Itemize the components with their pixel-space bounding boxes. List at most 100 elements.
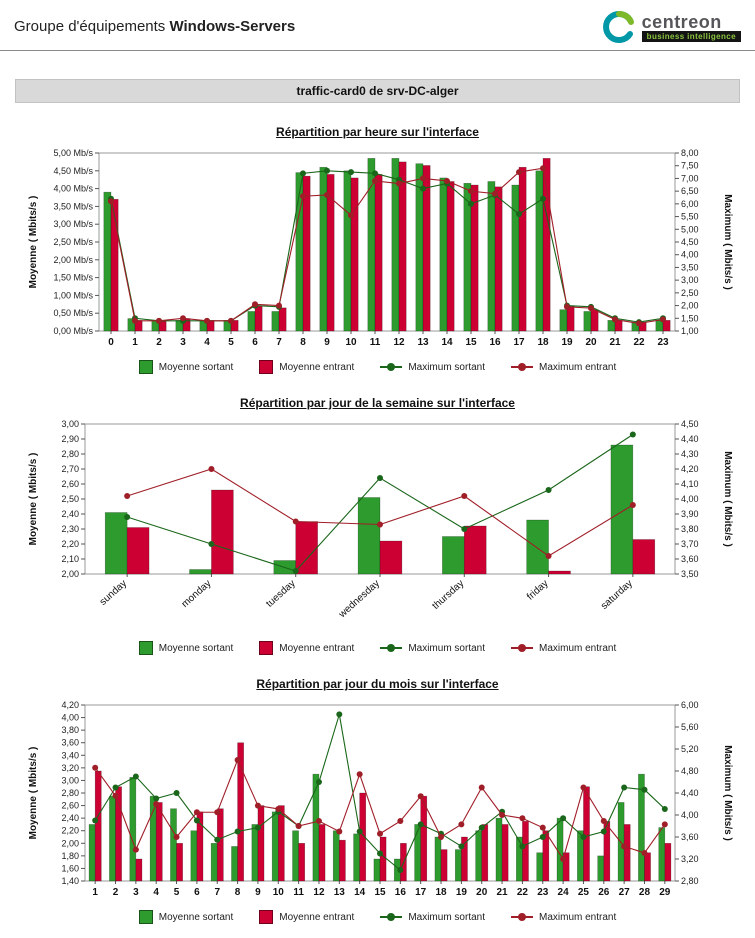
svg-text:0: 0 <box>108 337 114 348</box>
svg-text:14: 14 <box>354 887 366 898</box>
svg-text:2,50: 2,50 <box>681 288 699 298</box>
svg-text:0,50 Mb/s: 0,50 Mb/s <box>53 308 93 318</box>
brand-logo: centreon business intelligence <box>602 10 741 44</box>
maximum-sortant-line-icon <box>380 644 403 652</box>
svg-text:Maximum ( Mbits/s ): Maximum ( Mbits/s ) <box>722 451 733 547</box>
svg-text:Moyenne ( Mbits/s ): Moyenne ( Mbits/s ) <box>28 453 39 546</box>
svg-text:17: 17 <box>415 887 427 898</box>
svg-text:8: 8 <box>234 887 240 898</box>
legend-item-moyenne-sortant: Moyenne sortant <box>138 641 234 655</box>
svg-text:3,00: 3,00 <box>61 419 79 429</box>
svg-text:1,40: 1,40 <box>61 876 79 886</box>
svg-text:2,80: 2,80 <box>681 876 699 886</box>
svg-text:2,00: 2,00 <box>681 301 699 311</box>
svg-text:17: 17 <box>513 337 525 348</box>
svg-text:10: 10 <box>345 337 357 348</box>
weekday-chart-title: Répartition par jour de la semaine sur l… <box>240 396 515 410</box>
svg-text:Moyenne ( Mbits/s ): Moyenne ( Mbits/s ) <box>28 196 39 289</box>
svg-text:saturday: saturday <box>598 578 634 612</box>
svg-text:9: 9 <box>324 337 330 348</box>
svg-text:6,50: 6,50 <box>681 186 699 196</box>
legend-item-moyenne-sortant: Moyenne sortant <box>138 360 234 374</box>
svg-text:wednesday: wednesday <box>336 578 382 621</box>
svg-text:2,90: 2,90 <box>61 434 79 444</box>
svg-text:23: 23 <box>657 337 669 348</box>
svg-text:27: 27 <box>618 887 630 898</box>
legend-label: Moyenne sortant <box>158 361 234 373</box>
svg-text:1,60: 1,60 <box>61 863 79 873</box>
legend-label: Maximum sortant <box>408 642 485 654</box>
svg-text:1,00 Mb/s: 1,00 Mb/s <box>53 290 93 300</box>
svg-text:3,40: 3,40 <box>61 750 79 760</box>
report-title-bar: traffic-card0 de srv-DC-alger <box>15 79 740 103</box>
svg-text:2,50: 2,50 <box>61 494 79 504</box>
svg-text:4,20: 4,20 <box>681 464 699 474</box>
svg-text:2,60: 2,60 <box>61 801 79 811</box>
svg-text:thursday: thursday <box>430 578 466 612</box>
svg-text:2,40: 2,40 <box>61 813 79 823</box>
svg-text:18: 18 <box>435 887 447 898</box>
svg-text:3,80: 3,80 <box>61 725 79 735</box>
svg-text:13: 13 <box>417 337 429 348</box>
brand-name: centreon <box>641 11 722 32</box>
maximum-sortant-line-icon <box>380 363 403 371</box>
moyenne-sortant-swatch-icon <box>138 360 153 374</box>
svg-text:Maximum ( Mbits/s ): Maximum ( Mbits/s ) <box>722 745 733 841</box>
legend-item-maximum-sortant: Maximum sortant <box>380 912 485 923</box>
svg-text:3: 3 <box>133 887 139 898</box>
svg-text:14: 14 <box>441 337 453 348</box>
moyenne-sortant-swatch-icon <box>138 641 153 655</box>
svg-text:2,30: 2,30 <box>61 524 79 534</box>
svg-text:11: 11 <box>369 337 380 348</box>
svg-text:2: 2 <box>156 337 162 348</box>
svg-text:4,10: 4,10 <box>681 479 699 489</box>
legend-label: Moyenne sortant <box>158 911 234 923</box>
svg-text:2,70: 2,70 <box>61 464 79 474</box>
svg-text:7: 7 <box>276 337 282 348</box>
svg-text:5,50: 5,50 <box>681 212 699 222</box>
group-label: Groupe d'équipements <box>14 18 166 35</box>
chart-section-weekday: Répartition par jour de la semaine sur l… <box>0 396 755 655</box>
svg-text:monday: monday <box>179 578 213 610</box>
moyenne-sortant-swatch-icon <box>138 910 153 924</box>
monthday-chart-title: Répartition par jour du mois sur l'inter… <box>256 677 499 691</box>
svg-text:3,50: 3,50 <box>681 569 699 579</box>
header: Groupe d'équipements Windows-Servers cen… <box>0 0 755 48</box>
svg-text:2,80: 2,80 <box>61 788 79 798</box>
svg-text:2,00: 2,00 <box>61 838 79 848</box>
legend-label: Moyenne sortant <box>158 642 234 654</box>
svg-text:2,80: 2,80 <box>61 449 79 459</box>
legend-item-moyenne-sortant: Moyenne sortant <box>138 910 234 924</box>
svg-text:4: 4 <box>153 887 159 898</box>
monthday-chart-legend: Moyenne sortant Moyenne entrant Maximum … <box>0 910 755 924</box>
svg-text:3,60: 3,60 <box>61 738 79 748</box>
svg-text:5,60: 5,60 <box>681 722 699 732</box>
svg-text:3,60: 3,60 <box>681 832 699 842</box>
svg-text:19: 19 <box>561 337 573 348</box>
svg-text:28: 28 <box>638 887 650 898</box>
svg-text:Maximum ( Mbits/s ): Maximum ( Mbits/s ) <box>722 194 733 290</box>
svg-text:2,00: 2,00 <box>61 569 79 579</box>
maximum-sortant-line-icon <box>380 913 403 921</box>
svg-text:20: 20 <box>476 887 488 898</box>
svg-text:2,40: 2,40 <box>61 509 79 519</box>
brand-text: centreon business intelligence <box>641 11 741 42</box>
svg-text:sunday: sunday <box>97 578 128 608</box>
svg-text:2,60: 2,60 <box>61 479 79 489</box>
svg-text:1: 1 <box>132 337 138 348</box>
svg-text:4,00: 4,00 <box>681 810 699 820</box>
legend-label: Moyenne entrant <box>279 911 355 923</box>
legend-item-maximum-sortant: Maximum sortant <box>380 362 485 373</box>
svg-text:8,00: 8,00 <box>681 148 699 158</box>
maximum-entrant-line-icon <box>511 644 533 652</box>
svg-text:16: 16 <box>489 337 501 348</box>
svg-text:18: 18 <box>537 337 549 348</box>
chart-section-hourly: Répartition par heure sur l'interface 0,… <box>0 125 755 374</box>
svg-text:3,60: 3,60 <box>681 554 699 564</box>
moyenne-entrant-swatch-icon <box>259 910 274 924</box>
svg-text:3,70: 3,70 <box>681 539 699 549</box>
svg-text:1,80: 1,80 <box>61 851 79 861</box>
svg-text:3,20: 3,20 <box>681 854 699 864</box>
svg-text:5: 5 <box>173 887 179 898</box>
